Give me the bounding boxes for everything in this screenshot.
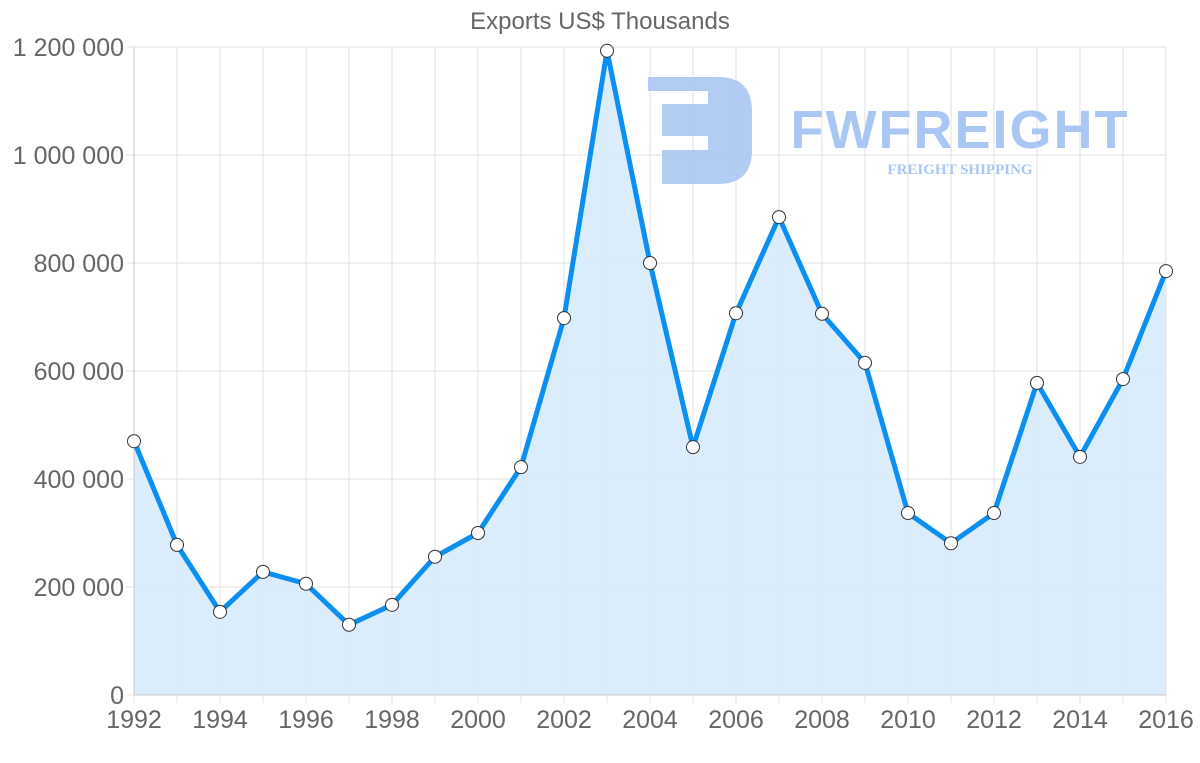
y-tick-label: 400 000 [34, 466, 124, 494]
x-tick-label: 2002 [536, 706, 592, 734]
area-fill-path [134, 50, 1166, 695]
y-tick-label: 0 [110, 682, 124, 710]
data-point-marker [471, 526, 485, 540]
x-tick-label: 2010 [880, 706, 936, 734]
x-tick-label: 2000 [450, 706, 506, 734]
data-points [127, 43, 1173, 632]
data-point-marker [1030, 375, 1044, 390]
data-point-marker [514, 460, 528, 475]
x-tick-label: 1994 [192, 706, 248, 734]
data-point-marker [944, 536, 958, 551]
data-point-marker [815, 306, 829, 321]
x-tick-label: 1998 [364, 706, 420, 734]
data-point-marker [256, 564, 270, 579]
data-point-marker [600, 43, 614, 58]
data-point-marker [1159, 264, 1173, 279]
data-point-marker [643, 256, 657, 270]
x-tick-label: 1996 [278, 706, 334, 734]
watermark-logo: FWFREIGHT FREIGHT SHIPPING [648, 77, 1130, 184]
x-tick-label: 1992 [106, 706, 162, 734]
x-tick-label: 2006 [708, 706, 764, 734]
x-tick-label: 2016 [1138, 706, 1194, 734]
data-point-marker [213, 604, 227, 619]
data-point-marker [772, 210, 786, 225]
data-point-marker [127, 434, 141, 449]
data-point-marker [1116, 372, 1130, 387]
chart-title: Exports US$ Thousands [470, 8, 730, 35]
data-point-marker [299, 576, 313, 591]
x-tick-label: 2014 [1052, 706, 1108, 734]
data-point-marker [385, 597, 399, 612]
y-tick-label: 800 000 [34, 250, 124, 278]
axes [133, 47, 1166, 696]
y-tick-label: 600 000 [34, 358, 124, 386]
data-point-marker [686, 440, 700, 455]
data-point-marker [557, 311, 571, 326]
x-tick-label: 2008 [794, 706, 850, 734]
watermark-tagline-text: FREIGHT SHIPPING [887, 162, 1032, 178]
data-point-marker [1073, 449, 1087, 464]
watermark-brand-text: FWFREIGHT [791, 100, 1130, 160]
y-tick-label: 1 200 000 [13, 34, 124, 62]
data-point-marker [987, 506, 1001, 521]
data-point-marker [428, 549, 442, 564]
area-fill [134, 50, 1166, 695]
fw-logo-icon [648, 77, 752, 184]
x-axis-tick-labels: 1992 1994 1996 1998 2000 2002 2004 2006 2008 2010… [106, 706, 1194, 734]
x-tick-label: 2012 [966, 706, 1022, 734]
data-point-marker [170, 537, 184, 552]
x-tick-label: 2004 [622, 706, 678, 734]
data-point-marker [858, 355, 872, 370]
y-axis-tick-labels: 0 200 000 400 000 600 000 800 000 1 000 000 1 … [13, 34, 124, 710]
data-point-marker [729, 306, 743, 321]
y-tick-label: 200 000 [34, 574, 124, 602]
y-tick-label: 1 000 000 [13, 142, 124, 170]
data-point-marker [901, 506, 915, 521]
data-point-marker [342, 617, 356, 632]
